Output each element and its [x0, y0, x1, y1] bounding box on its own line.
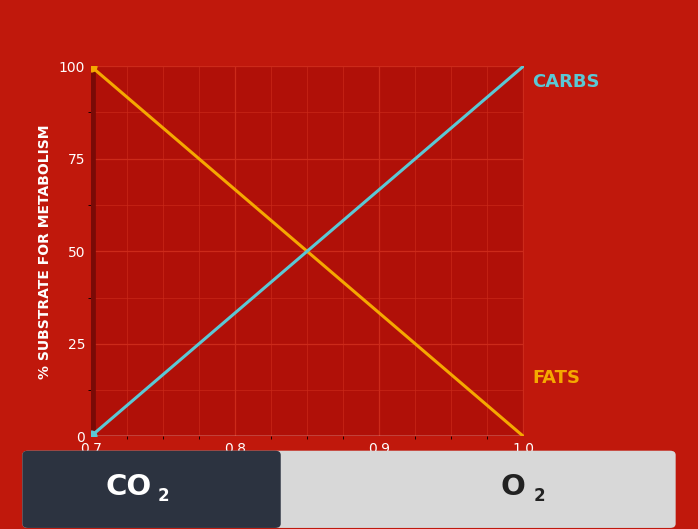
Point — [85, 432, 96, 441]
Text: 2: 2 — [158, 487, 170, 505]
Text: CO: CO — [105, 473, 152, 500]
Point — [85, 62, 96, 70]
Y-axis label: % SUBSTRATE FOR METABOLISM: % SUBSTRATE FOR METABOLISM — [38, 124, 52, 379]
Text: O: O — [500, 473, 526, 500]
Text: CARBS: CARBS — [532, 73, 600, 91]
Text: FATS: FATS — [532, 369, 580, 387]
Text: 2: 2 — [534, 487, 545, 505]
X-axis label: RESPIRATORY EXHANGE RATIO (RER): RESPIRATORY EXHANGE RATIO (RER) — [163, 463, 451, 477]
